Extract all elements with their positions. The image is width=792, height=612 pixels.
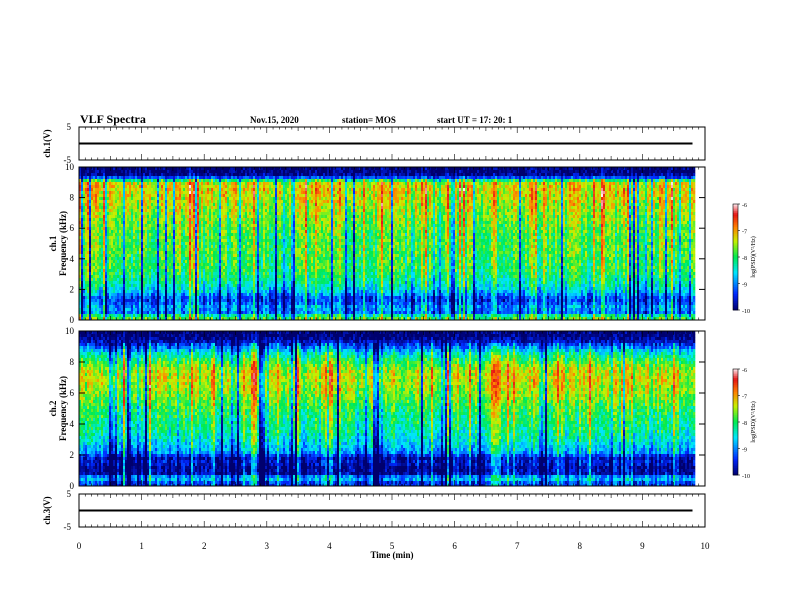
- ytick-label: -5: [64, 522, 72, 532]
- colorbar-tick-label: -10: [742, 474, 750, 480]
- ytick-label: 2: [70, 284, 75, 294]
- xtick-label: 7: [515, 541, 520, 551]
- xtick-label: 10: [701, 541, 711, 551]
- colorbar-1: [733, 204, 738, 310]
- xtick-label: 0: [77, 541, 82, 551]
- colorbar-tick-label: -10: [742, 309, 750, 315]
- colorbar-tick-label: -9: [742, 448, 747, 454]
- xtick-label: 1: [139, 541, 144, 551]
- ylabel-voltage: ch.3(V): [42, 496, 52, 524]
- colorbar-label: log(PSD)(V²/Hz): [750, 401, 757, 442]
- ylabel-frequency: Frequency (kHz): [58, 211, 68, 276]
- ytick-label: 4: [70, 419, 75, 429]
- ylabel-channel: ch.2: [48, 400, 58, 416]
- xtick-label: 6: [452, 541, 457, 551]
- ylabel-frequency: Frequency (kHz): [58, 376, 68, 441]
- spectrogram-1: [79, 167, 705, 320]
- colorbar-tick-label: -6: [742, 368, 747, 374]
- colorbar-tick-label: -6: [742, 203, 747, 209]
- colorbar-tick-label: -7: [742, 395, 747, 401]
- ytick-label: 6: [70, 388, 75, 398]
- ytick-label: 4: [70, 254, 75, 264]
- ytick-label: -5: [64, 155, 72, 165]
- xaxis-label: Time (min): [370, 550, 413, 560]
- ytick-label: 2: [70, 450, 75, 460]
- ytick-label: 5: [67, 122, 72, 132]
- ytick-label: 5: [67, 489, 72, 499]
- xtick-label: 3: [265, 541, 270, 551]
- ytick-label: 6: [70, 223, 75, 233]
- colorbar-tick-label: -8: [742, 421, 747, 427]
- xtick-label: 9: [640, 541, 645, 551]
- spectrogram-2: [79, 331, 705, 486]
- xtick-label: 4: [327, 541, 332, 551]
- colorbar-2: [733, 369, 738, 475]
- colorbar-label: log(PSD)(V²/Hz): [750, 236, 757, 277]
- ytick-label: 10: [65, 326, 75, 336]
- xtick-label: 2: [202, 541, 207, 551]
- xtick-label: 8: [578, 541, 583, 551]
- ylabel-voltage: ch.1(V): [42, 129, 52, 157]
- ytick-label: 8: [70, 193, 75, 203]
- colorbar-tick-label: -8: [742, 256, 747, 262]
- colorbar-tick-label: -9: [742, 283, 747, 289]
- ytick-label: 8: [70, 357, 75, 367]
- colorbar-tick-label: -7: [742, 230, 747, 236]
- ytick-label: 0: [70, 315, 75, 325]
- ylabel-channel: ch.1: [48, 235, 58, 251]
